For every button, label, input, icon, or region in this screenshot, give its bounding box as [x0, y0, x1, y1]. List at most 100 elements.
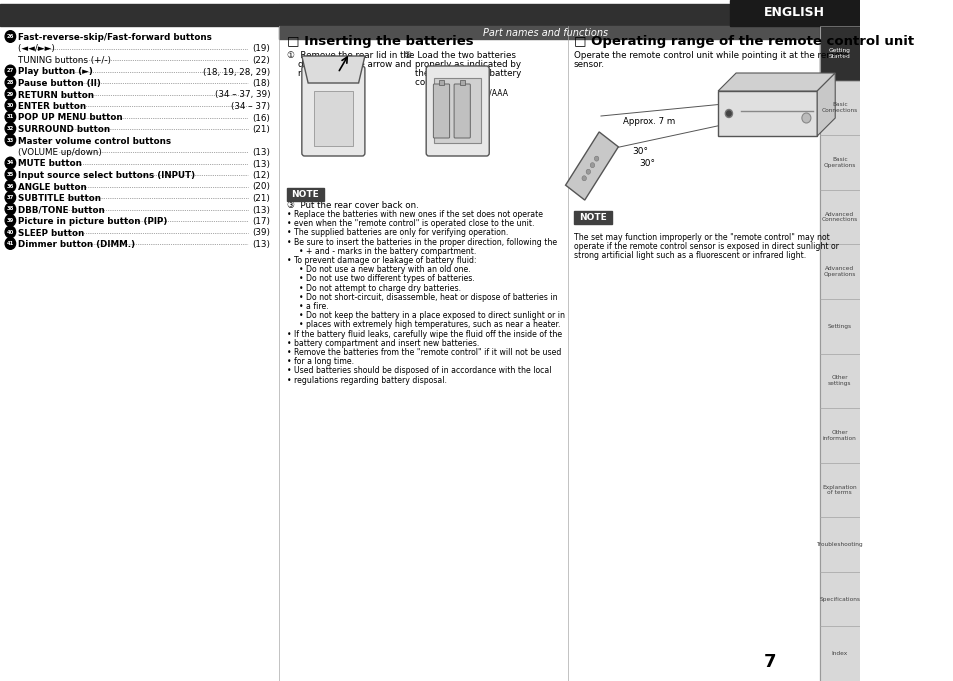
Circle shape	[5, 191, 15, 204]
Circle shape	[5, 89, 15, 100]
Text: NOTE: NOTE	[292, 190, 319, 199]
Bar	[279, 26, 819, 39]
Text: 36: 36	[7, 183, 14, 189]
Text: MUTE button: MUTE button	[18, 159, 82, 168]
Text: 27: 27	[7, 69, 14, 74]
Text: ②  Load the two batteries: ② Load the two batteries	[403, 51, 516, 60]
Bar	[819, 408, 859, 462]
Text: (21): (21)	[253, 194, 270, 203]
Circle shape	[724, 110, 732, 118]
Text: SURROUND button: SURROUND button	[18, 125, 110, 134]
Text: POP UP MENU button: POP UP MENU button	[18, 114, 123, 123]
Text: Basic
Connections: Basic Connections	[821, 102, 857, 113]
Text: Getting
Started: Getting Started	[828, 48, 850, 59]
Text: 28: 28	[7, 80, 14, 85]
Text: Part names and functions: Part names and functions	[482, 27, 607, 37]
Text: 37: 37	[7, 195, 14, 200]
Bar	[819, 353, 859, 408]
Text: (13): (13)	[252, 159, 270, 168]
Text: 30°: 30°	[632, 147, 648, 156]
Bar	[819, 462, 859, 518]
Text: □ Inserting the batteries: □ Inserting the batteries	[286, 35, 473, 48]
Text: (13): (13)	[252, 148, 270, 157]
Text: (18): (18)	[252, 79, 270, 88]
Bar	[819, 26, 859, 80]
Text: • battery compartment and insert new batteries.: • battery compartment and insert new bat…	[286, 339, 478, 348]
Text: • places with extremely high temperatures, such as near a heater.: • places with extremely high temperature…	[294, 320, 559, 330]
Text: ENGLISH: ENGLISH	[763, 7, 824, 20]
Polygon shape	[718, 73, 834, 91]
Circle shape	[5, 238, 15, 249]
Text: 31: 31	[7, 114, 14, 119]
Text: (39): (39)	[252, 229, 270, 238]
Text: (19): (19)	[253, 44, 270, 54]
Bar	[434, 78, 480, 143]
Text: ANGLE button: ANGLE button	[18, 183, 87, 191]
Bar	[279, 4, 819, 26]
Text: (◄◄/►►): (◄◄/►►)	[8, 44, 55, 54]
Circle shape	[5, 226, 15, 238]
Bar	[819, 353, 859, 408]
Circle shape	[5, 99, 15, 111]
FancyBboxPatch shape	[426, 66, 489, 156]
Text: • If the battery fluid leaks, carefully wipe the fluid off the inside of the: • If the battery fluid leaks, carefully …	[286, 330, 561, 338]
Text: Operate the remote control unit while pointing it at the remote: Operate the remote control unit while po…	[574, 51, 848, 60]
Text: • regulations regarding battery disposal.: • regulations regarding battery disposal…	[286, 376, 446, 385]
Text: 30: 30	[7, 103, 14, 108]
Bar	[729, 0, 859, 26]
Text: 29: 29	[7, 91, 14, 97]
Bar	[438, 80, 444, 85]
Text: 34: 34	[7, 161, 14, 165]
Bar	[819, 572, 859, 627]
Text: • Do not use two different types of batteries.: • Do not use two different types of batt…	[294, 274, 474, 283]
Text: (13): (13)	[252, 206, 270, 215]
Text: 26: 26	[7, 34, 14, 39]
Circle shape	[5, 65, 15, 77]
Text: Troubleshooting: Troubleshooting	[816, 542, 862, 547]
Bar	[819, 572, 859, 627]
Text: Play button (►): Play button (►)	[18, 67, 92, 76]
Bar	[819, 244, 859, 299]
Text: Picture in picture button (PIP): Picture in picture button (PIP)	[18, 217, 167, 226]
Text: (13): (13)	[252, 240, 270, 249]
Bar	[819, 26, 859, 80]
Text: (34 – 37): (34 – 37)	[231, 102, 270, 111]
Text: 30°: 30°	[639, 159, 654, 168]
Circle shape	[5, 134, 15, 146]
Bar	[286, 188, 324, 201]
Bar	[819, 299, 859, 353]
Text: 38: 38	[7, 206, 14, 212]
Text: Fast-reverse-skip/Fast-forward buttons: Fast-reverse-skip/Fast-forward buttons	[18, 33, 212, 42]
Text: NOTE: NOTE	[578, 213, 606, 222]
Circle shape	[5, 31, 15, 42]
FancyBboxPatch shape	[301, 66, 364, 156]
Text: 41: 41	[7, 241, 14, 246]
Text: Other
settings: Other settings	[827, 375, 851, 386]
Text: Input source select buttons (INPUT): Input source select buttons (INPUT)	[18, 171, 195, 180]
Text: • Do not short-circuit, disassemble, heat or dispose of batteries in: • Do not short-circuit, disassemble, hea…	[294, 293, 557, 302]
Text: Settings: Settings	[827, 323, 851, 329]
Bar	[819, 80, 859, 135]
Text: compartment.: compartment.	[403, 78, 476, 87]
Text: TUNING buttons (+/-): TUNING buttons (+/-)	[8, 56, 112, 65]
Text: 33: 33	[7, 138, 14, 142]
Text: 7: 7	[763, 653, 776, 671]
Circle shape	[5, 123, 15, 134]
Text: remove it.: remove it.	[286, 69, 341, 78]
Text: Explanation
of terms: Explanation of terms	[821, 485, 856, 495]
Bar	[819, 627, 859, 681]
Bar	[819, 244, 859, 299]
Text: sensor.: sensor.	[574, 60, 604, 69]
Bar	[819, 299, 859, 353]
Bar	[314, 91, 353, 146]
Bar	[574, 211, 611, 224]
Text: Pause button (II): Pause button (II)	[18, 79, 101, 88]
Circle shape	[5, 111, 15, 123]
Bar	[718, 91, 817, 136]
Circle shape	[726, 111, 730, 116]
Text: • for a long time.: • for a long time.	[286, 358, 354, 366]
Text: (21): (21)	[253, 125, 270, 134]
Text: operate if the remote control sensor is exposed in direct sunlight or: operate if the remote control sensor is …	[574, 242, 838, 251]
Circle shape	[5, 169, 15, 180]
Text: Basic
Operations: Basic Operations	[822, 157, 855, 168]
